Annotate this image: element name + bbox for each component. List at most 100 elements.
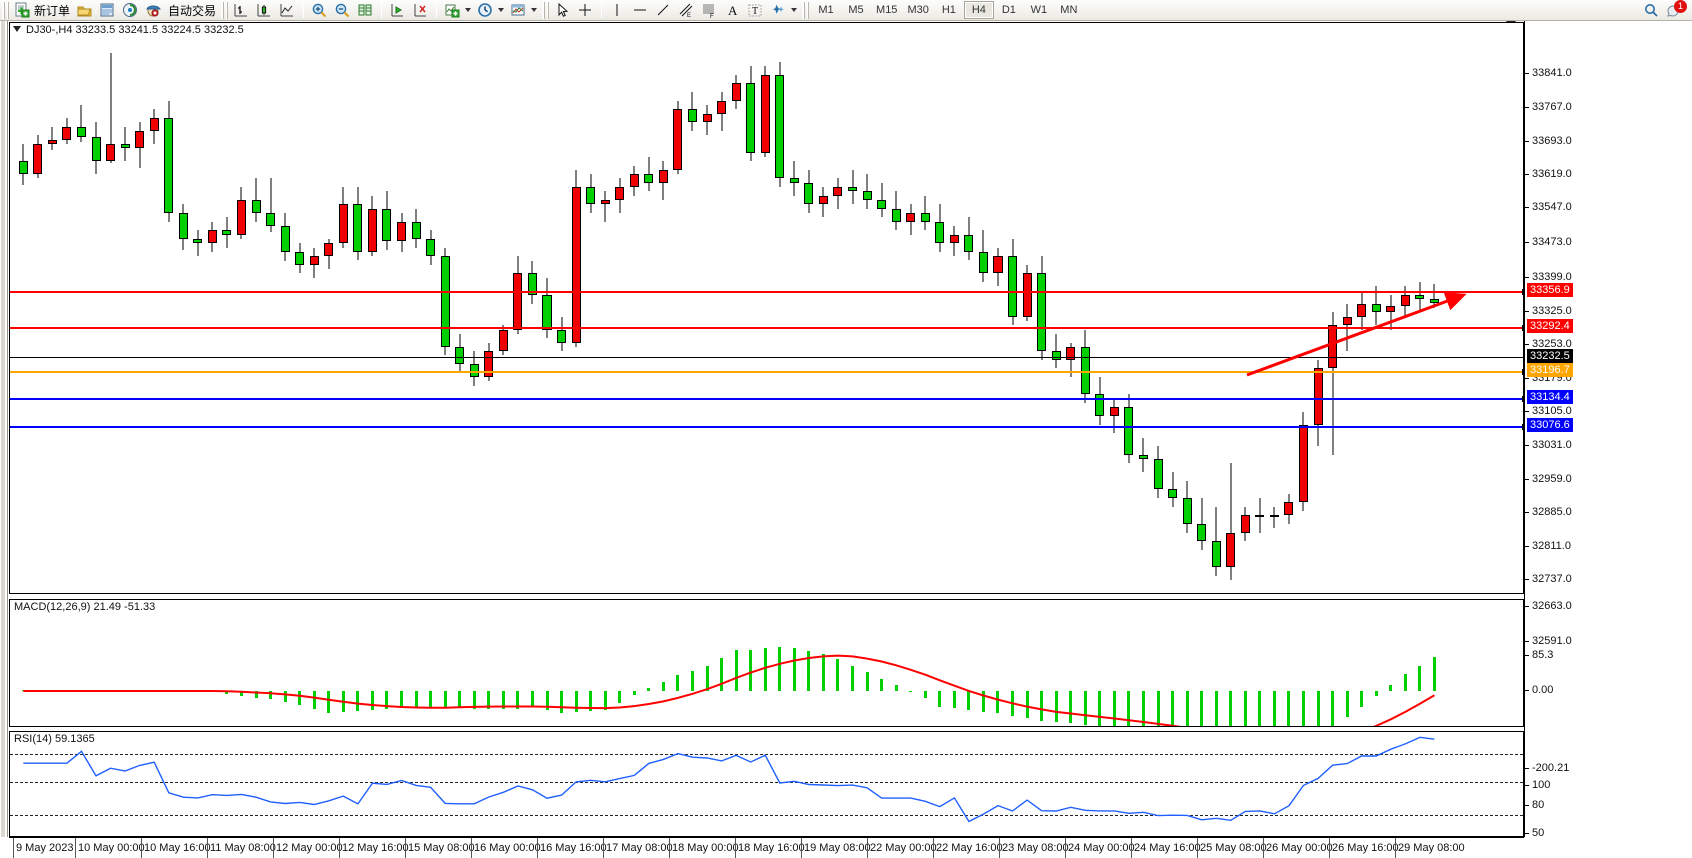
- auto-scroll-button[interactable]: [409, 1, 432, 20]
- timeframe-m5[interactable]: M5: [848, 4, 864, 16]
- axis-tick: [1525, 606, 1529, 607]
- timeframe-w1[interactable]: W1: [1030, 4, 1048, 16]
- candle: [266, 23, 276, 593]
- price-tag-current-price[interactable]: 33232.5: [1527, 349, 1573, 363]
- timeframe-m30[interactable]: M30: [907, 4, 929, 16]
- price-tag-resistance-1[interactable]: 33356.9: [1527, 283, 1573, 297]
- line-chart-button[interactable]: [276, 1, 299, 20]
- timeframe-m15[interactable]: M15: [876, 4, 898, 16]
- candle: [411, 23, 421, 593]
- chart-scroll-rail[interactable]: [0, 21, 8, 837]
- svg-text:F: F: [710, 14, 714, 19]
- rsi-panel[interactable]: RSI(14) 59.1365: [9, 731, 1524, 837]
- text-box-button[interactable]: T: [744, 1, 767, 20]
- price-line-handle[interactable]: [1522, 289, 1523, 295]
- price-line-support-2[interactable]: [10, 424, 1523, 430]
- price-line-handle[interactable]: [1522, 424, 1523, 430]
- axis-tick: [1525, 833, 1529, 834]
- candle: [1240, 23, 1250, 593]
- alerts-button[interactable]: 1: [1663, 0, 1687, 20]
- price-tag-support-1[interactable]: 33134.4: [1527, 390, 1573, 404]
- vertical-line-button[interactable]: [606, 1, 629, 20]
- expert-advisor-button[interactable]: [142, 1, 165, 20]
- cursor-button[interactable]: [551, 1, 574, 20]
- price-line-support-1[interactable]: [10, 396, 1523, 402]
- chevron-down-icon-4[interactable]: [791, 8, 798, 12]
- shift-end-button[interactable]: [386, 1, 409, 20]
- price-tag-support-2[interactable]: 33076.6: [1527, 418, 1573, 432]
- chart-area[interactable]: DJ30-,H4 33233.5 33241.5 33224.5 33232.5…: [0, 21, 1692, 858]
- timeframe-h1[interactable]: H1: [941, 4, 956, 16]
- chevron-down-icon-2[interactable]: [498, 8, 505, 12]
- tile-windows-button[interactable]: [354, 1, 377, 20]
- timeframe-h4[interactable]: H4: [963, 1, 994, 19]
- chevron-down-icon[interactable]: [465, 8, 472, 12]
- trendline-button[interactable]: [652, 1, 675, 20]
- date-tick: [75, 838, 76, 858]
- add-indicator-button[interactable]: [441, 1, 474, 20]
- search-button[interactable]: [1640, 1, 1663, 20]
- candle: [949, 23, 959, 593]
- macd-bar: [749, 649, 753, 691]
- equidistant-channel-button[interactable]: E: [675, 1, 698, 20]
- price-line-handle[interactable]: [1522, 325, 1523, 331]
- candle: [644, 23, 654, 593]
- templates-button[interactable]: [507, 1, 540, 20]
- text-label-button[interactable]: A: [721, 1, 744, 20]
- candlestick-chart-button[interactable]: [253, 1, 276, 20]
- candle: [1051, 23, 1061, 593]
- zoom-in-button[interactable]: [308, 1, 331, 20]
- axis-tick-label: 33619.0: [1532, 168, 1572, 180]
- period-separator-button[interactable]: [474, 1, 507, 20]
- price-tag-resistance-2[interactable]: 33292.4: [1527, 319, 1573, 333]
- horizontal-line-button[interactable]: [629, 1, 652, 20]
- shapes-button[interactable]: [767, 1, 800, 20]
- macd-bar: [385, 691, 389, 710]
- bar-chart-button[interactable]: [230, 1, 253, 20]
- toolbar-grip-2[interactable]: [221, 1, 229, 19]
- toolbar-grip-4[interactable]: [802, 1, 810, 19]
- macd-bar: [239, 691, 243, 696]
- price-line-current-price[interactable]: [10, 357, 1523, 358]
- candle: [775, 23, 785, 593]
- timeframe-d1[interactable]: D1: [1001, 4, 1016, 16]
- candle: [469, 23, 479, 593]
- date-axis[interactable]: 9 May 2023 10 May 00:00 10 May 16:00 11 May…: [9, 837, 1524, 858]
- date-label: 16 May 16:00: [540, 842, 607, 854]
- price-chart-panel[interactable]: DJ30-,H4 33233.5 33241.5 33224.5 33232.5: [9, 22, 1524, 594]
- price-line-handle[interactable]: [1522, 369, 1523, 375]
- candle: [18, 23, 28, 593]
- panel-collapse-icon[interactable]: [13, 26, 21, 32]
- candle: [1182, 23, 1192, 593]
- price-tag-pivot-level[interactable]: 33196.7: [1527, 363, 1573, 377]
- price-line-resistance-1[interactable]: [10, 289, 1523, 295]
- candle: [149, 23, 159, 593]
- macd-panel[interactable]: MACD(12,26,9) 21.49 -51.33: [9, 599, 1524, 727]
- toolbar-grip-3[interactable]: [542, 1, 550, 19]
- axis-tick-label: 50: [1532, 827, 1545, 839]
- timeframe-mn[interactable]: MN: [1060, 4, 1078, 16]
- chevron-down-icon-3[interactable]: [531, 8, 538, 12]
- vertical-line-icon: [609, 2, 626, 19]
- folder-button[interactable]: [73, 1, 96, 20]
- macd-bar: [792, 648, 796, 691]
- candle: [440, 23, 450, 593]
- autotrading-button[interactable]: 自动交易: [165, 1, 219, 20]
- market-watch-button[interactable]: [96, 1, 119, 20]
- price-line-handle[interactable]: [1522, 396, 1523, 402]
- candle: [1124, 23, 1134, 593]
- price-line-resistance-2[interactable]: [10, 325, 1523, 331]
- toolbar-grip[interactable]: [2, 1, 9, 19]
- price-axis[interactable]: 33841.0 33767.0 33693.0 33619.0 33547.0 33473…: [1524, 21, 1692, 839]
- axis-tick: [1525, 768, 1529, 769]
- price-line-pivot-level[interactable]: [10, 369, 1523, 375]
- navigator-icon: [122, 2, 139, 19]
- new-order-button[interactable]: 新订单: [11, 1, 73, 20]
- date-label: 12 May 16:00: [342, 842, 409, 854]
- zoom-out-button[interactable]: [331, 1, 354, 20]
- fibonacci-button[interactable]: F: [698, 1, 721, 20]
- crosshair-button[interactable]: [574, 1, 597, 20]
- date-tick: [471, 838, 472, 858]
- navigator-button[interactable]: [119, 1, 142, 20]
- timeframe-m1[interactable]: M1: [818, 4, 834, 16]
